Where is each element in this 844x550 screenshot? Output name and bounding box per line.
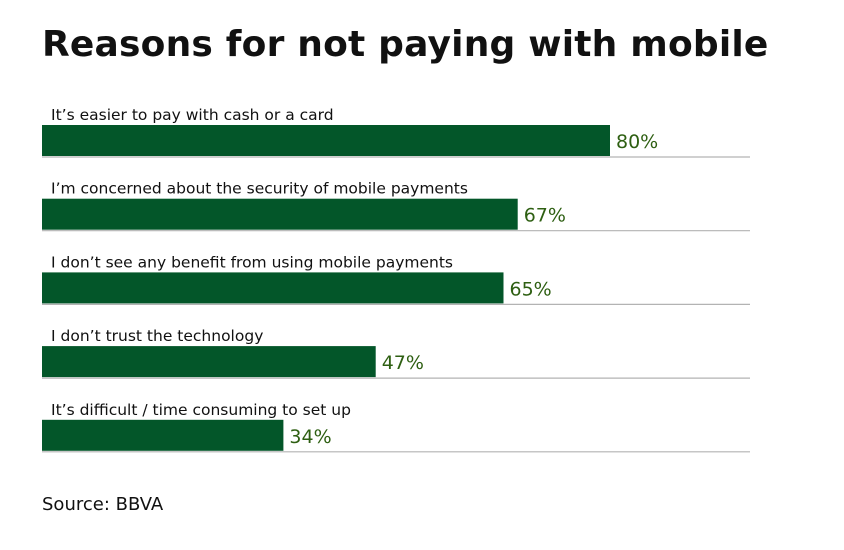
- category-label: I don’t trust the technology: [51, 327, 263, 345]
- category-label: I don’t see any benefit from using mobil…: [51, 253, 453, 271]
- category-label: It’s easier to pay with cash or a card: [51, 106, 334, 124]
- source-note: Source: BBVA: [42, 494, 164, 515]
- category-label: I’m concerned about the security of mobi…: [51, 180, 468, 198]
- chart-title: Reasons for not paying with mobile: [42, 24, 769, 65]
- bar: [42, 419, 284, 451]
- bar-row: It’s difficult / time consuming to set u…: [42, 401, 750, 453]
- bar-row: I don’t see any benefit from using mobil…: [42, 253, 750, 305]
- value-label: 34%: [289, 426, 331, 448]
- value-label: 67%: [524, 205, 566, 227]
- value-label: 65%: [510, 278, 552, 300]
- value-label: 47%: [382, 352, 424, 374]
- value-label: 80%: [616, 131, 658, 153]
- bar-row: It’s easier to pay with cash or a card 80…: [42, 106, 750, 158]
- bar-row: I’m concerned about the security of mobi…: [42, 180, 750, 232]
- bar: [42, 346, 376, 378]
- category-label: It’s difficult / time consuming to set u…: [51, 401, 351, 419]
- bar: [42, 272, 504, 304]
- bar: [42, 125, 610, 156]
- bar: [42, 198, 518, 230]
- bar-row: I don’t trust the technology 47%: [42, 327, 750, 379]
